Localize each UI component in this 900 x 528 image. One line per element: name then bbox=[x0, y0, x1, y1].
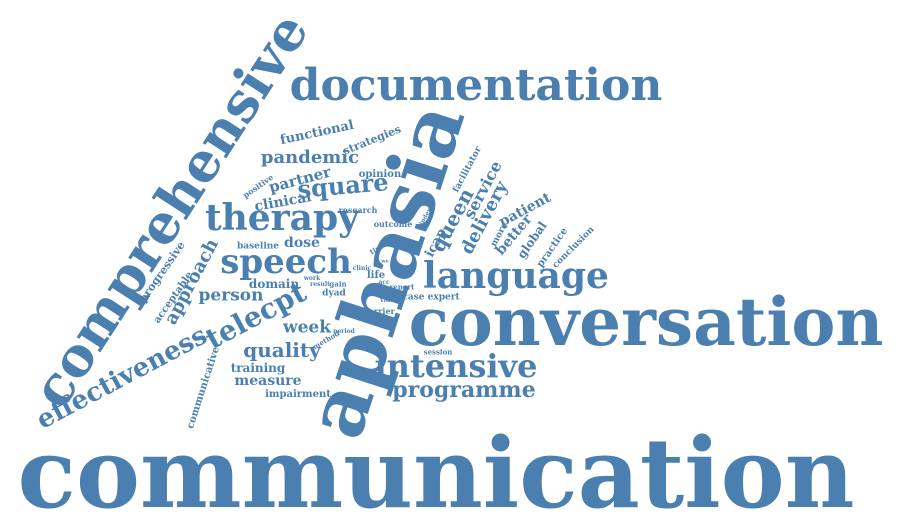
word-case-expert: case expert bbox=[402, 292, 460, 303]
word-gain: gain bbox=[329, 279, 347, 289]
word-therapy: therapy bbox=[204, 197, 360, 239]
word-intensive: intensive bbox=[374, 347, 538, 385]
word-outcome: outcome bbox=[373, 219, 413, 229]
word-measure: measure bbox=[234, 373, 302, 389]
word-functional: functional bbox=[278, 117, 356, 149]
word-quality: quality bbox=[243, 338, 321, 362]
word-person: person bbox=[198, 285, 264, 306]
word-domain: domain bbox=[248, 277, 300, 291]
word-result: result bbox=[310, 281, 330, 288]
word-session: session bbox=[423, 347, 453, 357]
word-language: language bbox=[423, 255, 609, 297]
word-research: research bbox=[338, 205, 378, 215]
word-we: we bbox=[381, 258, 389, 265]
word-programme: programme bbox=[392, 377, 536, 403]
word-documentation: documentation bbox=[289, 60, 663, 111]
word-barrier: barrier bbox=[363, 306, 395, 316]
word-video: video bbox=[380, 297, 398, 304]
word-life: life bbox=[366, 270, 386, 281]
word-work: work bbox=[303, 275, 321, 282]
word-communication: communication bbox=[17, 417, 855, 528]
word-opinion: opinion bbox=[358, 169, 402, 180]
word-dyad: dyad bbox=[322, 288, 346, 299]
word-training: training bbox=[230, 361, 286, 375]
word-week: week bbox=[282, 317, 332, 338]
word-dose: dose bbox=[284, 235, 320, 251]
word-clinic: clinic bbox=[352, 265, 372, 272]
word-speech: speech bbox=[220, 242, 352, 282]
word-acc: acc bbox=[378, 279, 390, 286]
word-baseline: baseline bbox=[236, 241, 280, 252]
word-report: report bbox=[389, 282, 415, 292]
word-pandemic: pandemic bbox=[260, 147, 360, 168]
word-period: period bbox=[333, 328, 355, 335]
word-impairment: impairment bbox=[265, 389, 331, 400]
word-conversation: conversation bbox=[408, 283, 884, 361]
